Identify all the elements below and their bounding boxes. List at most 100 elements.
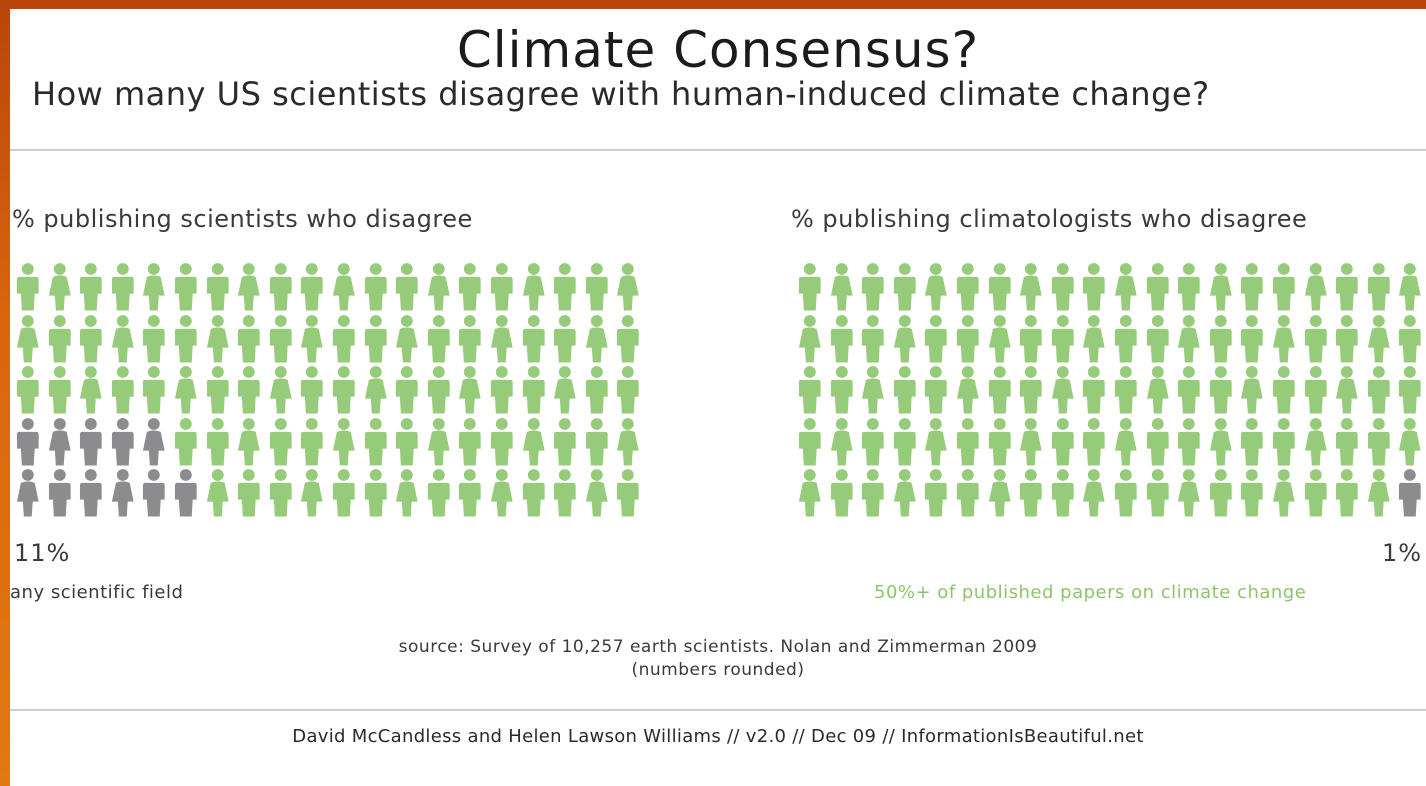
climatologists-person-agree-icon	[1236, 468, 1268, 520]
scientists-person-agree-icon	[612, 262, 644, 314]
scientists-person-agree-icon	[138, 314, 170, 366]
scientists-person-agree-icon	[360, 262, 392, 314]
climatologists-person-agree-icon	[857, 417, 889, 469]
scientists-person-agree-icon	[391, 365, 423, 417]
climatologists-person-agree-icon	[1173, 314, 1205, 366]
scientists-person-agree-icon	[423, 314, 455, 366]
scientists-person-agree-icon	[581, 417, 613, 469]
scientists-person-agree-icon	[265, 468, 297, 520]
climatologists-person-agree-icon	[1173, 468, 1205, 520]
climatologists-person-agree-icon	[1331, 365, 1363, 417]
scientists-person-agree-icon	[486, 417, 518, 469]
climatologists-person-agree-icon	[1078, 417, 1110, 469]
scientists-person-agree-icon	[138, 365, 170, 417]
climatologists-person-agree-icon	[1173, 365, 1205, 417]
climatologists-person-agree-icon	[1110, 365, 1142, 417]
climatologists-person-agree-icon	[1205, 262, 1237, 314]
climatologists-person-agree-icon	[952, 468, 984, 520]
climatologists-person-agree-icon	[1015, 262, 1047, 314]
top-divider	[10, 149, 1426, 151]
climatologists-person-agree-icon	[1363, 262, 1395, 314]
scientists-person-agree-icon	[328, 417, 360, 469]
note-scientists: any scientific field	[10, 582, 184, 603]
climatologists-person-agree-icon	[1236, 417, 1268, 469]
scientists-person-disagree-icon	[75, 417, 107, 469]
scientists-person-agree-icon	[518, 365, 550, 417]
scientists-person-disagree-icon	[44, 417, 76, 469]
climatologists-person-agree-icon	[1300, 262, 1332, 314]
scientists-person-agree-icon	[12, 314, 44, 366]
scientists-person-agree-icon	[391, 417, 423, 469]
scientists-person-agree-icon	[423, 365, 455, 417]
scientists-person-agree-icon	[44, 262, 76, 314]
scientists-person-agree-icon	[296, 314, 328, 366]
climatologists-person-agree-icon	[1331, 262, 1363, 314]
scientists-person-agree-icon	[202, 365, 234, 417]
scientists-person-agree-icon	[549, 468, 581, 520]
scientists-person-disagree-icon	[12, 468, 44, 520]
percent-label-scientists: 11%	[14, 539, 71, 567]
scientists-person-agree-icon	[454, 262, 486, 314]
climatologists-person-agree-icon	[1142, 468, 1174, 520]
note-climatologists: 50%+ of published papers on climate chan…	[874, 582, 1307, 603]
scientists-person-agree-icon	[486, 262, 518, 314]
scientists-person-agree-icon	[233, 365, 265, 417]
scientists-person-agree-icon	[202, 262, 234, 314]
credits-line: David McCandless and Helen Lawson Willia…	[292, 726, 1144, 747]
scientists-person-agree-icon	[612, 468, 644, 520]
scientists-person-disagree-icon	[12, 417, 44, 469]
scientists-person-agree-icon	[360, 468, 392, 520]
scientists-person-agree-icon	[486, 468, 518, 520]
scientists-person-agree-icon	[170, 417, 202, 469]
scientists-person-agree-icon	[549, 314, 581, 366]
climatologists-person-agree-icon	[1205, 417, 1237, 469]
climatologists-person-agree-icon	[1015, 314, 1047, 366]
climatologists-person-agree-icon	[1236, 314, 1268, 366]
scientists-person-agree-icon	[107, 314, 139, 366]
bottom-divider	[10, 709, 1426, 711]
climatologists-person-agree-icon	[1331, 468, 1363, 520]
climatologists-person-agree-icon	[1331, 417, 1363, 469]
climatologists-person-agree-icon	[984, 417, 1016, 469]
scientists-person-agree-icon	[75, 365, 107, 417]
climatologists-person-agree-icon	[1142, 262, 1174, 314]
climatologists-person-agree-icon	[889, 468, 921, 520]
panel-heading-scientists: % publishing scientists who disagree	[12, 205, 473, 233]
scientists-person-agree-icon	[170, 262, 202, 314]
climatologists-person-agree-icon	[1300, 314, 1332, 366]
climatologists-person-agree-icon	[794, 417, 826, 469]
scientists-person-agree-icon	[12, 262, 44, 314]
climatologists-person-disagree-icon	[1394, 468, 1426, 520]
climatologists-person-agree-icon	[1300, 365, 1332, 417]
scientists-person-agree-icon	[360, 417, 392, 469]
climatologists-person-agree-icon	[984, 468, 1016, 520]
climatologists-person-agree-icon	[794, 468, 826, 520]
climatologists-person-agree-icon	[1047, 262, 1079, 314]
climatologists-person-agree-icon	[984, 365, 1016, 417]
scientists-person-agree-icon	[233, 417, 265, 469]
scientists-person-agree-icon	[486, 314, 518, 366]
climatologists-person-agree-icon	[826, 468, 858, 520]
climatologists-person-agree-icon	[1078, 365, 1110, 417]
scientists-person-agree-icon	[233, 468, 265, 520]
climatologists-person-agree-icon	[1142, 417, 1174, 469]
climatologists-person-agree-icon	[1268, 365, 1300, 417]
climatologists-person-agree-icon	[920, 262, 952, 314]
climatologists-person-agree-icon	[1015, 468, 1047, 520]
climatologists-person-agree-icon	[1110, 417, 1142, 469]
climatologists-person-agree-icon	[1300, 417, 1332, 469]
scientists-person-agree-icon	[170, 314, 202, 366]
climatologists-person-agree-icon	[1047, 417, 1079, 469]
climatologists-person-agree-icon	[1015, 417, 1047, 469]
climatologists-person-agree-icon	[857, 314, 889, 366]
scientists-person-agree-icon	[202, 314, 234, 366]
scientists-person-agree-icon	[360, 314, 392, 366]
scientists-person-agree-icon	[391, 262, 423, 314]
scientists-person-agree-icon	[612, 365, 644, 417]
climatologists-person-agree-icon	[984, 314, 1016, 366]
scientists-person-agree-icon	[328, 262, 360, 314]
scientists-person-agree-icon	[170, 365, 202, 417]
scientists-person-agree-icon	[423, 417, 455, 469]
scientists-person-agree-icon	[328, 365, 360, 417]
scientists-person-agree-icon	[454, 468, 486, 520]
